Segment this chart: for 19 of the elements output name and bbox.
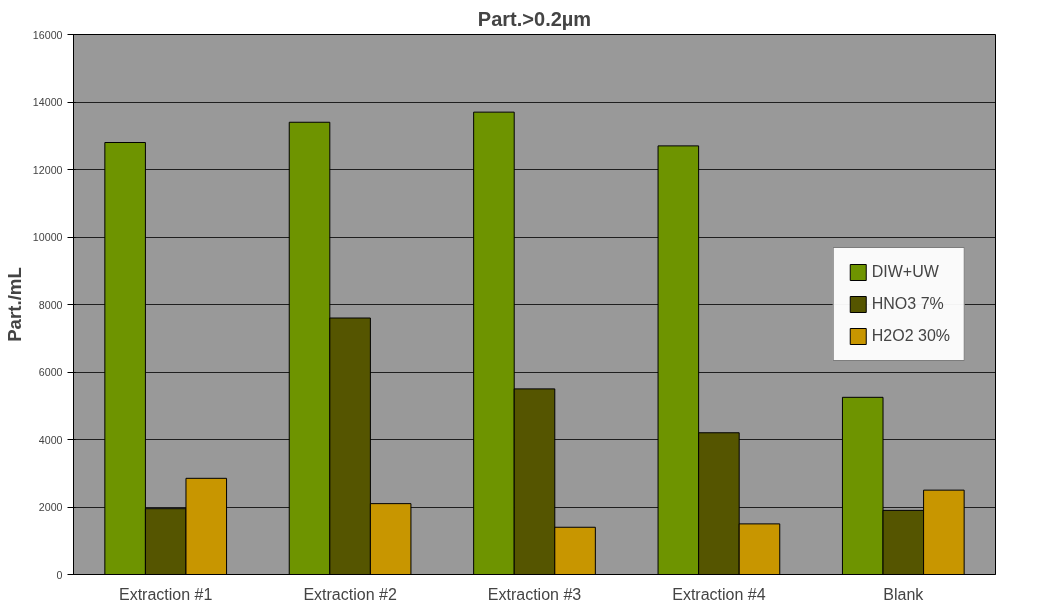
y-tick-label: 6000 [38,366,63,378]
y-tick-label: 4000 [38,433,63,446]
y-tick-label: 10000 [32,231,63,243]
x-tick-label: Blank [883,585,925,603]
x-tick-label: Extraction #2 [303,585,397,603]
legend-label: H2O2 30% [871,327,950,345]
y-tick-label: 14000 [32,96,63,108]
y-tick-label: 16000 [32,28,63,41]
y-tick-label: 0 [56,568,63,581]
y-tick-label: 8000 [38,298,63,311]
y-tick-label: 2000 [38,501,63,513]
x-tick-label: Extraction #4 [672,585,766,603]
legend-label: DIW+UW [871,263,939,281]
legend-label: HNO3 7% [871,295,944,313]
x-tick-label: Extraction #3 [487,585,582,603]
chart-title: Part.>0.2µm [477,7,592,30]
y-tick-label: 12000 [32,163,63,176]
x-tick-label: Extraction #1 [119,585,213,603]
y-axis-title: Part./mL [3,267,25,342]
